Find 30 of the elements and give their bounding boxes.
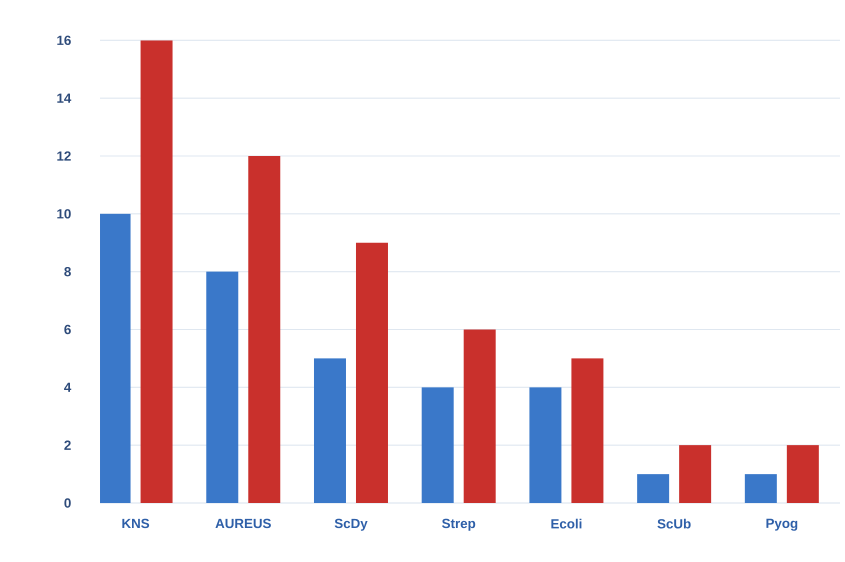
bar: [464, 330, 496, 503]
x-tick-label: Ecoli: [551, 518, 582, 529]
x-tick-label: Strep: [442, 518, 476, 531]
y-tick-label: 14: [57, 94, 72, 103]
x-tick-label: AUREUS: [215, 518, 271, 528]
bar: [571, 358, 604, 503]
bar: [356, 242, 388, 503]
y-tick-label: 10: [57, 209, 71, 219]
bar: [529, 387, 562, 503]
bar: [422, 387, 454, 503]
x-tick-label: KNS: [122, 518, 150, 528]
y-tick-label: 6: [64, 324, 71, 334]
y-tick-label: 2: [64, 440, 71, 450]
bar: [140, 40, 173, 503]
bar: [637, 474, 670, 503]
bar: [744, 474, 777, 503]
x-tick-label: ScDy: [334, 518, 368, 531]
x-tick-label: Pyog: [766, 518, 798, 531]
y-tick-label: 4: [64, 382, 72, 392]
bar: [248, 156, 280, 503]
x-tick-label: ScUb: [657, 518, 691, 529]
bar: [679, 445, 712, 503]
bar: [314, 358, 346, 503]
y-tick-label: 0: [64, 498, 71, 508]
bar: [786, 445, 819, 503]
y-tick-label: 16: [57, 36, 71, 46]
y-tick-label: 8: [64, 266, 71, 276]
bar: [206, 272, 238, 503]
bar: [100, 214, 131, 503]
y-tick-label: 12: [57, 151, 71, 161]
